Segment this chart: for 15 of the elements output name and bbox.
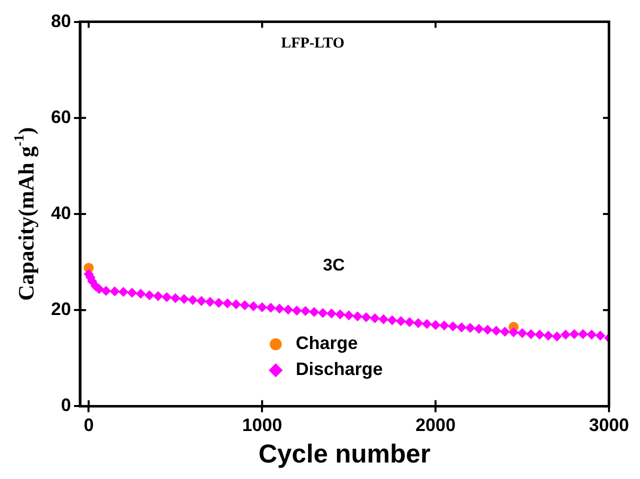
text: LFP-LTO — [281, 36, 344, 52]
x-tick-label: 1000 — [242, 414, 282, 435]
y-axis-title: Capacity(mAh g-1) — [12, 127, 39, 301]
x-axis-title: Cycle number — [258, 438, 430, 469]
y-tick-label: 20 — [50, 299, 72, 320]
legend-label: Charge — [296, 333, 358, 354]
x-tick-label: 0 — [84, 414, 94, 435]
annotation: 3C — [323, 255, 345, 274]
y-tick-label: 40 — [50, 202, 72, 223]
y-tick-label: 80 — [50, 10, 72, 31]
y-tick-label: 0 — [61, 395, 72, 416]
legend-label: Discharge — [296, 359, 383, 380]
x-tick-label: 2000 — [416, 414, 456, 435]
x-tick-label: 3000 — [588, 414, 629, 435]
y-tick-label: 60 — [50, 106, 72, 127]
